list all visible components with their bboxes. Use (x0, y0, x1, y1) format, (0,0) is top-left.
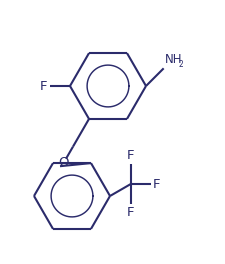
Text: O: O (58, 156, 69, 169)
Text: F: F (126, 149, 134, 162)
Text: F: F (152, 177, 160, 191)
Text: F: F (126, 206, 134, 219)
Text: NH: NH (164, 53, 181, 66)
Text: F: F (39, 79, 47, 92)
Text: 2: 2 (178, 60, 183, 69)
